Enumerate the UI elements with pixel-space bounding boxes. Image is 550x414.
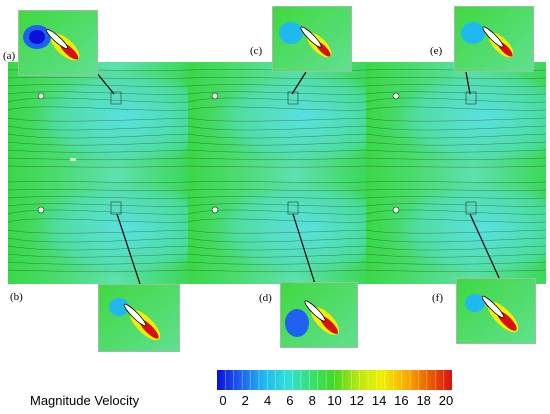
panel-f-field — [366, 174, 546, 284]
inset-c — [272, 6, 352, 72]
panel-label-e: (e) — [430, 45, 443, 57]
panel-label-f: (f) — [432, 292, 443, 304]
panel-a-field — [8, 62, 188, 174]
colorbar-tick-16: 16 — [394, 393, 409, 408]
inset-a — [18, 10, 98, 76]
colorbar — [217, 370, 452, 390]
colorbar-tick-0: 0 — [219, 393, 227, 408]
panel-e-field — [366, 62, 546, 174]
colorbar-tick-12: 12 — [349, 393, 365, 408]
inset-e — [454, 6, 534, 72]
panel-label-d: (d) — [259, 292, 272, 304]
colorbar-tick-4: 4 — [263, 393, 272, 408]
colorbar-tick-14: 14 — [371, 393, 387, 408]
panel-label-b: (b) — [10, 291, 23, 303]
colorbar-tick-6: 6 — [286, 393, 294, 408]
colorbar-tick-2: 2 — [241, 393, 249, 408]
colorbar-tick-10: 10 — [327, 393, 342, 408]
colorbar-tick-8: 8 — [308, 393, 316, 408]
inset-b — [98, 284, 180, 352]
colorbar-tick-20: 20 — [438, 393, 454, 408]
colorbar-tick-18: 18 — [416, 393, 431, 408]
colorbar-title: Magnitude Velocity — [30, 393, 140, 408]
inset-f — [456, 278, 536, 344]
panel-c-field — [188, 62, 366, 174]
panel-label-a: (a) — [3, 50, 16, 62]
panel-label-c: (c) — [250, 45, 263, 57]
panel-d-field — [188, 174, 366, 284]
panel-b-field — [8, 174, 188, 284]
inset-d — [280, 282, 358, 348]
